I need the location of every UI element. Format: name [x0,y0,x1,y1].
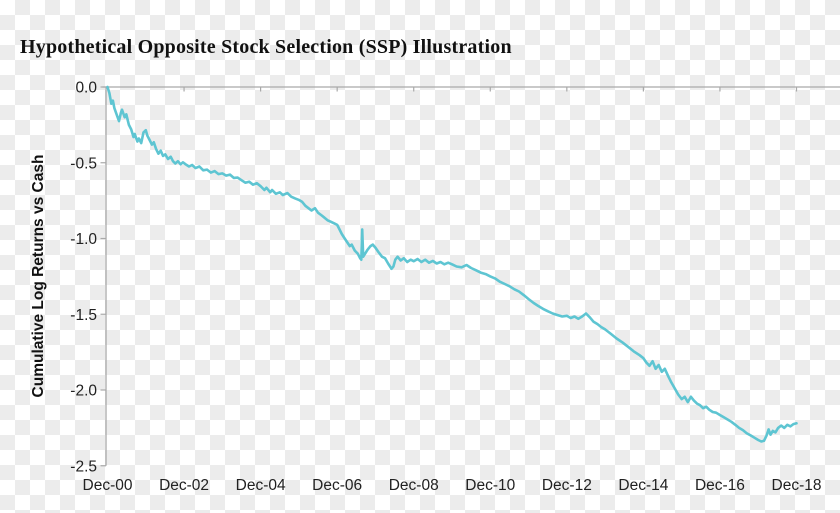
x-tick-label: Dec-08 [389,477,439,494]
x-tick-label: Dec-18 [772,477,822,494]
x-tick-label: Dec-12 [542,477,592,494]
y-tick-label: -1.5 [70,307,97,324]
chart-title: Hypothetical Opposite Stock Selection (S… [20,36,512,58]
y-tick-label: 0.0 [75,80,97,97]
y-tick-label: -1.0 [70,231,97,248]
y-tick-label: -2.5 [70,458,97,475]
x-tick-label: Dec-00 [83,477,133,494]
x-tick-label: Dec-10 [465,477,515,494]
y-tick-label: -0.5 [70,155,97,172]
x-tick-label: Dec-06 [312,477,362,494]
x-tick-label: Dec-02 [159,477,209,494]
x-tick-label: Dec-14 [618,477,668,494]
y-tick-label: -2.0 [70,383,97,400]
x-tick-label: Dec-04 [236,477,286,494]
series-line [106,85,798,443]
x-tick-label: Dec-16 [695,477,745,494]
